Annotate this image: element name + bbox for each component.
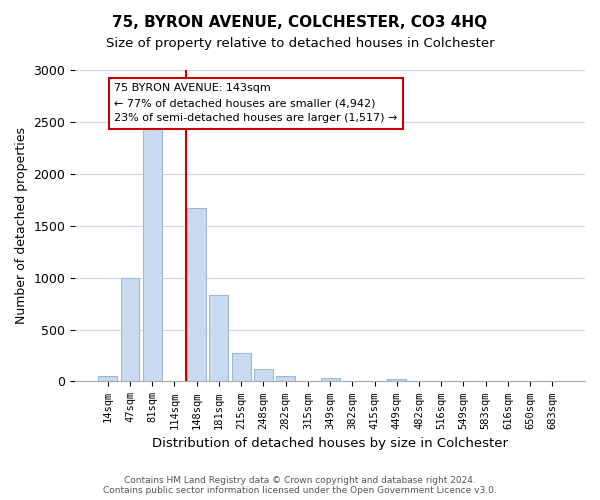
Bar — [232, 354, 251, 382]
Text: Size of property relative to detached houses in Colchester: Size of property relative to detached ho… — [106, 38, 494, 51]
Text: Contains HM Land Registry data © Crown copyright and database right 2024.
Contai: Contains HM Land Registry data © Crown c… — [103, 476, 497, 495]
X-axis label: Distribution of detached houses by size in Colchester: Distribution of detached houses by size … — [152, 437, 508, 450]
Y-axis label: Number of detached properties: Number of detached properties — [15, 127, 28, 324]
Bar — [254, 369, 273, 382]
Bar — [98, 376, 117, 382]
Text: 75, BYRON AVENUE, COLCHESTER, CO3 4HQ: 75, BYRON AVENUE, COLCHESTER, CO3 4HQ — [112, 15, 488, 30]
Text: 75 BYRON AVENUE: 143sqm
← 77% of detached houses are smaller (4,942)
23% of semi: 75 BYRON AVENUE: 143sqm ← 77% of detache… — [115, 84, 398, 123]
Bar — [143, 126, 161, 382]
Bar — [209, 296, 229, 382]
Bar — [320, 378, 340, 382]
Bar — [388, 380, 406, 382]
Bar — [276, 376, 295, 382]
Bar — [187, 208, 206, 382]
Bar — [121, 278, 139, 382]
